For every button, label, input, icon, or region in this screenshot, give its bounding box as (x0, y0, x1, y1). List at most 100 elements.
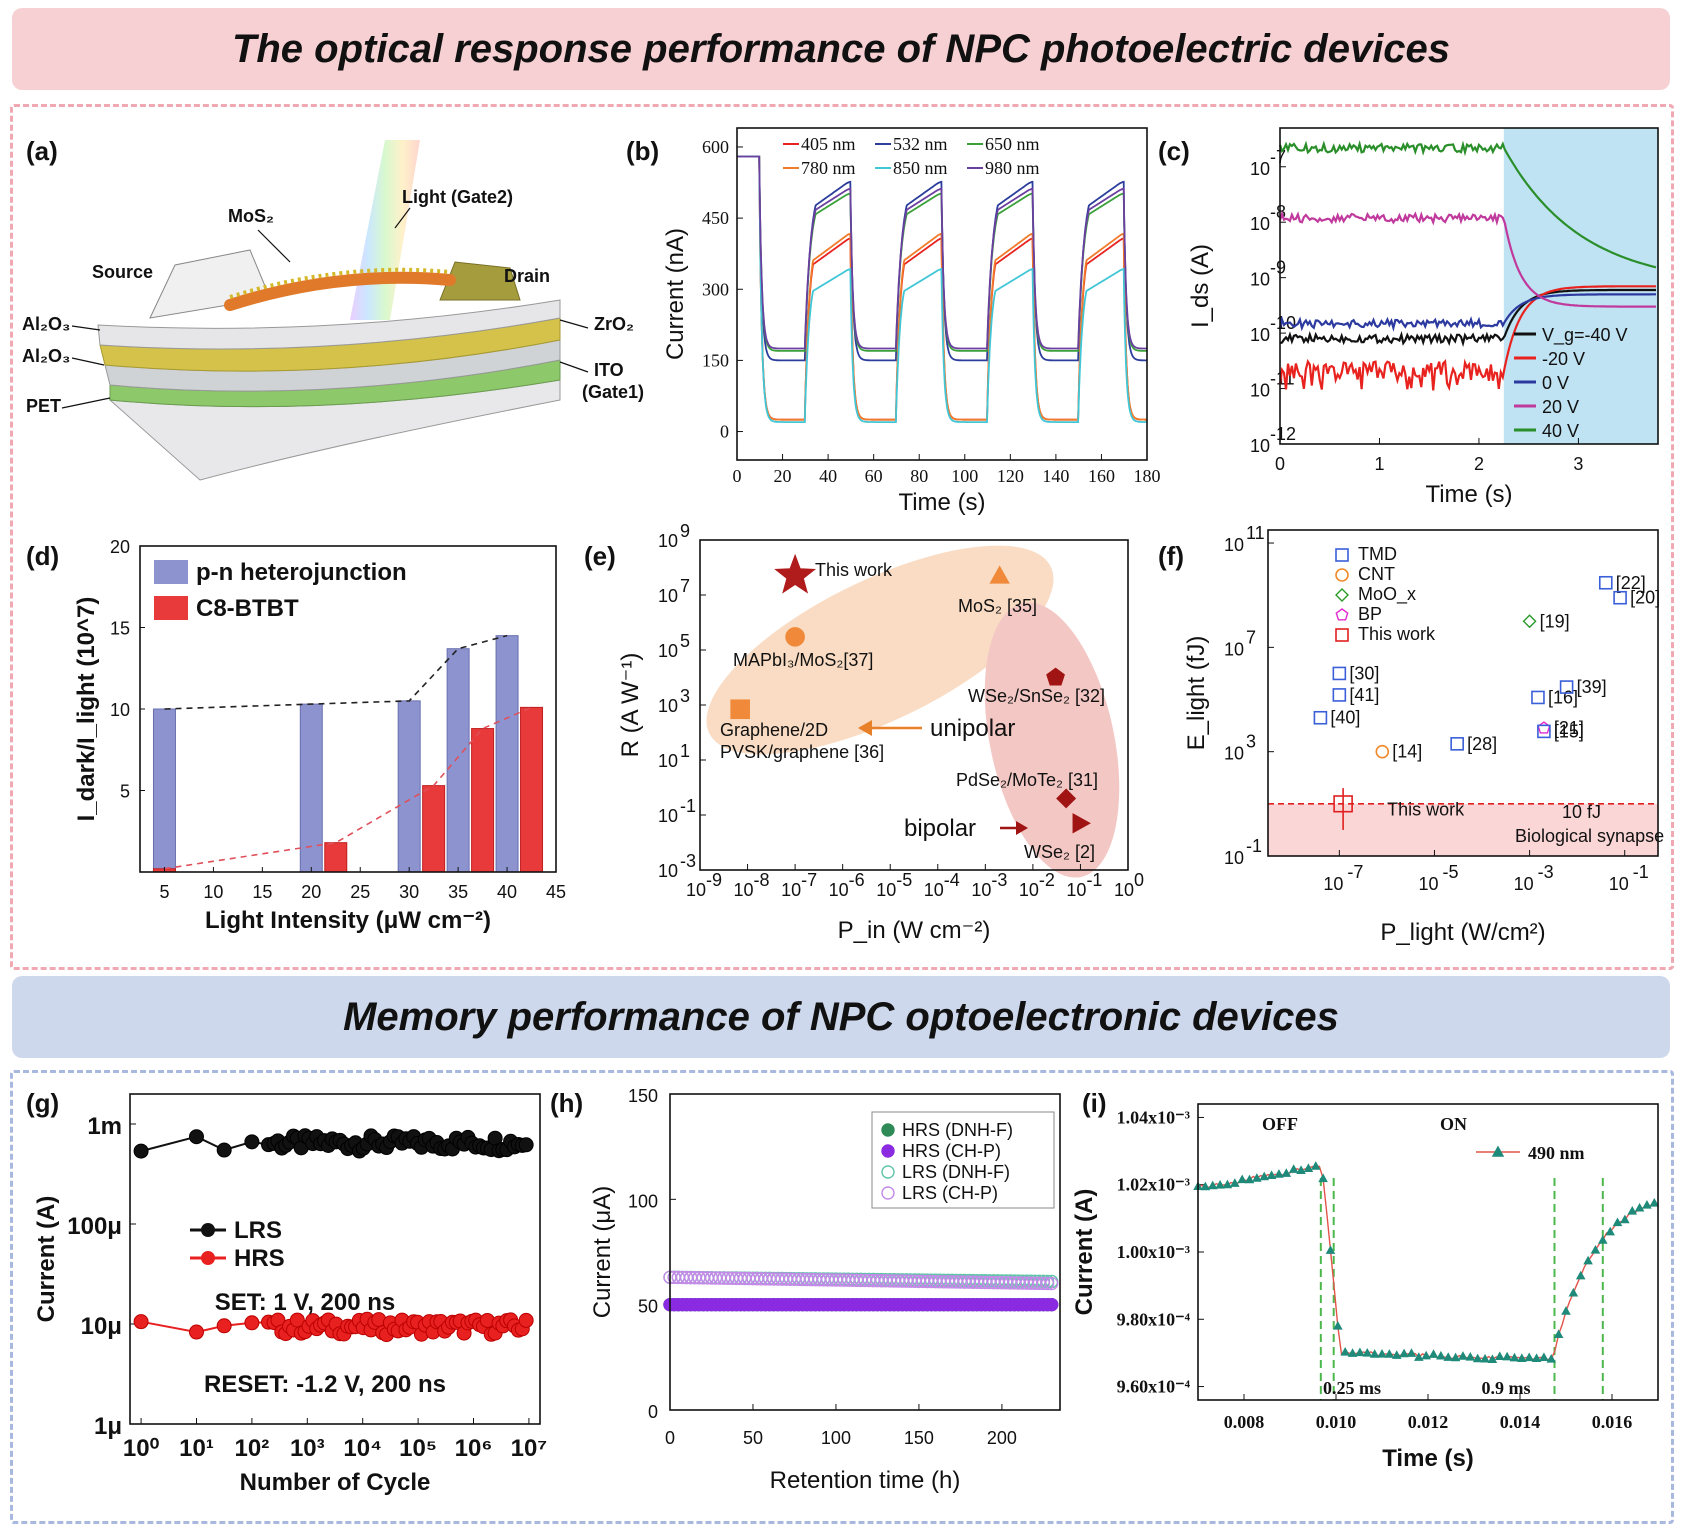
data-point (1333, 1321, 1343, 1330)
label-ito: ITO (594, 360, 624, 380)
x-tick-label: 10⁰ (123, 1435, 160, 1462)
y-tick-label: 10 (1250, 325, 1270, 345)
x-tick-exponent: -5 (1442, 862, 1458, 882)
data-point (1310, 1161, 1321, 1170)
x-tick-label: 150 (904, 1428, 934, 1448)
x-tick-exponent: -1 (1086, 870, 1102, 890)
data-point (1244, 1174, 1255, 1184)
point-label: MAPbI₃/MoS₂[37] (733, 650, 873, 670)
point-label: PVSK/graphene [36] (720, 742, 884, 762)
legend-label: This work (1358, 624, 1436, 644)
series-line (1278, 210, 1656, 308)
plot-frame (1267, 529, 1659, 857)
data-point (1200, 1181, 1211, 1191)
on-label: ON (1440, 1114, 1467, 1134)
legend-label: p-n heterojunction (196, 559, 407, 586)
legend-label: CNT (1358, 564, 1395, 584)
x-tick-label: 15 (252, 882, 272, 902)
y-tick-label: 9.60x10⁻⁴ (1117, 1377, 1191, 1397)
label-source: Source (92, 262, 153, 282)
legend-label: HRS (234, 1245, 285, 1272)
y-axis-label: R (A W⁻¹) (617, 653, 644, 758)
y-tick-exponent: 1 (680, 741, 690, 761)
data-point (1502, 1351, 1512, 1361)
threshold-sub-label: Biological synapse (1515, 826, 1664, 846)
x-tick-label: 20 (301, 882, 321, 902)
data-point (1575, 1270, 1586, 1280)
plot-frame (1279, 127, 1659, 445)
x-tick-label: 10 (203, 882, 223, 902)
data-point (1436, 1350, 1446, 1360)
y-tick-label: 10 (1224, 535, 1244, 555)
this-work-label: This work (1387, 800, 1465, 820)
y-tick-label: 10 (658, 806, 678, 826)
data-point (1509, 1352, 1520, 1362)
data-point (1340, 1346, 1350, 1356)
legend-marker (881, 1123, 895, 1137)
point-label: WSe₂ [2] (1024, 842, 1095, 862)
data-point (1296, 1165, 1306, 1174)
data-point (1428, 1349, 1439, 1358)
bar-pn (495, 635, 519, 873)
data-point (1266, 1170, 1277, 1179)
y-tick-label: 1μ (94, 1413, 122, 1440)
point-ref-label: [22] (1616, 573, 1646, 593)
y-tick-label: 10 (1250, 381, 1270, 401)
x-axis-label: Number of Cycle (240, 1469, 431, 1496)
label-zro2: ZrO₂ (594, 314, 634, 334)
point-label: Graphene/2D (720, 720, 828, 740)
y-tick-label: 9.80x10⁻⁴ (1117, 1309, 1191, 1329)
point-ref-label: [19] (1540, 611, 1570, 631)
legend-label: HRS (CH-P) (902, 1141, 1001, 1161)
y-tick-label: 1.00x10⁻³ (1117, 1242, 1191, 1262)
x-tick-label: 40 (819, 466, 837, 486)
y-tick-exponent: 7 (1246, 627, 1256, 647)
legend-label: TMD (1358, 544, 1397, 564)
x-tick-label: 10 (1019, 880, 1039, 900)
bar-pn (397, 700, 421, 873)
y-tick-label: 15 (110, 619, 130, 639)
point-4 (1332, 688, 1347, 702)
data-point-HRS (244, 1315, 260, 1331)
x-tick-exponent: -5 (896, 870, 912, 890)
label-drain: Drain (504, 266, 550, 286)
plot-frame (129, 1093, 541, 1425)
optical-panels-frame (10, 104, 1674, 970)
legend-label: 980 nm (985, 158, 1040, 178)
x-tick-label: 10¹ (179, 1435, 214, 1462)
y-axis-label: I_ds (A) (1187, 244, 1214, 328)
y-axis-label: Current (A) (33, 1196, 60, 1323)
y-tick-exponent: -9 (1270, 258, 1286, 278)
legend-box (871, 1111, 1055, 1209)
data-point (1288, 1164, 1299, 1173)
data-point (1040, 1276, 1055, 1291)
point-6 (1531, 690, 1545, 705)
x-tick-label: 0 (665, 1428, 675, 1448)
plot-frame (699, 539, 1129, 871)
x-tick-label: 160 (1088, 466, 1115, 486)
x-tick-label: 10 (829, 880, 849, 900)
data-point (1546, 1354, 1557, 1363)
legend-label: 532 nm (893, 134, 948, 154)
y-tick-label: 10 (1224, 848, 1244, 868)
point-1 (989, 565, 1010, 584)
legend-label: 40 V (1542, 421, 1579, 441)
y-tick-label: 10 (1224, 744, 1244, 764)
set-condition: SET: 1 V, 200 ns (215, 1289, 396, 1316)
legend-swatch (154, 560, 188, 584)
data-point (1399, 1348, 1409, 1358)
data-point (1259, 1171, 1270, 1181)
y-tick-label: 600 (702, 137, 729, 157)
data-point (1215, 1180, 1225, 1189)
data-point (1620, 1214, 1630, 1224)
point-7 (1559, 680, 1574, 694)
legend-marker (201, 1223, 215, 1237)
legend-swatch (1335, 628, 1349, 642)
plot-frame (139, 545, 557, 873)
label-light-gate2: Light (Gate2) (402, 187, 513, 207)
legend-label: 405 nm (801, 134, 856, 154)
point-label: PdSe₂/MoTe₂ [31] (956, 770, 1098, 790)
legend-label: LRS (DNH-F) (902, 1162, 1010, 1182)
point-10 (1375, 744, 1390, 759)
data-point (1583, 1255, 1593, 1265)
